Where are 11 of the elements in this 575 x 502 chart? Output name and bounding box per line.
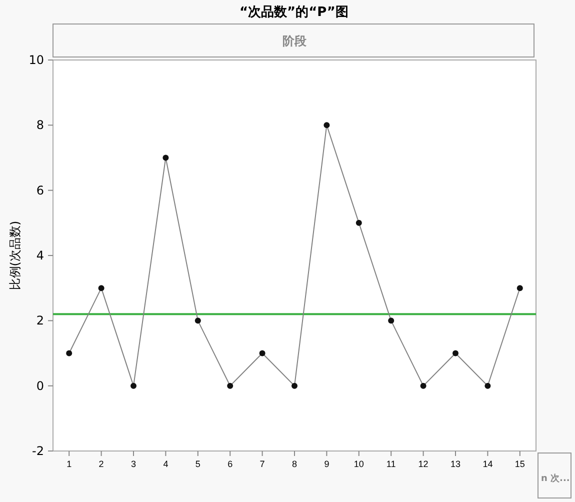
y-tick-label: 2 [36, 314, 44, 328]
y-tick-label: 4 [36, 248, 44, 262]
y-tick-label: -2 [32, 444, 44, 458]
corner-box: n 次... [538, 452, 572, 498]
y-axis-title: 比例(次品数) [8, 220, 22, 290]
y-tick-label: 6 [36, 183, 44, 198]
y-tick-label: 8 [36, 118, 44, 132]
y-tick-label: 10 [28, 53, 44, 67]
phase-header: 阶段 [52, 24, 534, 58]
y-tick-label: 0 [36, 378, 44, 393]
chart-title: “次品数”的“P”图 [240, 5, 348, 20]
